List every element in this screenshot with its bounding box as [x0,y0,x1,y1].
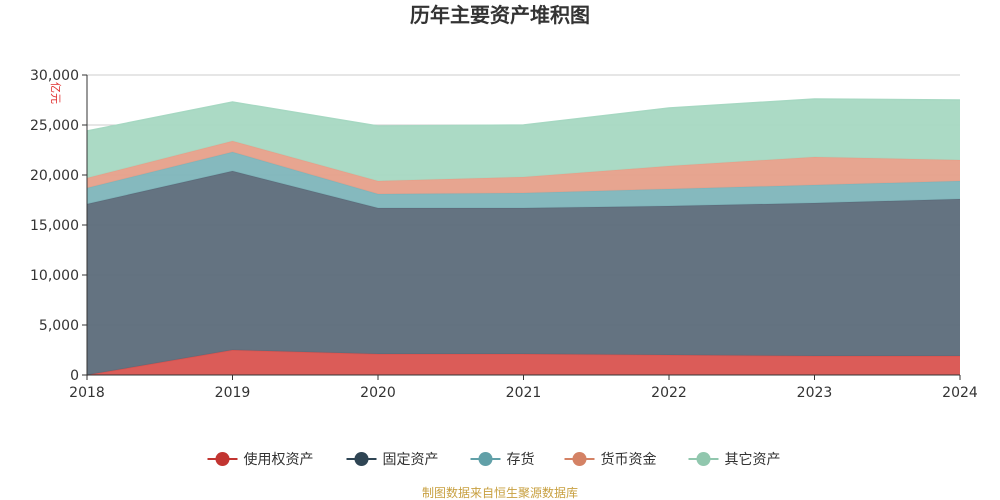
legend-marker-3 [572,452,587,466]
x-tick-label-4: 2022 [651,385,687,401]
x-tick-label-1: 2019 [215,385,251,401]
area-series-line-4 [86,98,961,132]
legend-item-2[interactable]: 存货 [470,451,535,468]
x-tick-label-3: 2021 [506,385,542,401]
axes: 0 5,000 10,000 15,000 20,000 25,000 30,000 2018… [30,68,978,401]
legend-marker-1 [354,452,369,466]
y-tick-label-4: 20,000 [30,168,79,184]
legend-item-1[interactable]: 固定资产 [346,452,439,468]
legend-item-4[interactable]: 其它资产 [688,451,781,468]
chart-title: 历年主要资产堆积图 [410,3,590,27]
legend-label-4: 其它资产 [725,451,781,468]
legend-item-0[interactable]: 使用权资产 [207,451,314,468]
area-series-2 [87,152,960,208]
y-tick-label-1: 5,000 [39,318,79,334]
x-tick-label-2: 2020 [360,385,396,401]
legend[interactable]: 使用权资产 固定资产 存货 货币资金 其它资产 [207,451,781,468]
y-tick-label-3: 15,000 [30,218,79,234]
legend-label-2: 存货 [507,451,535,468]
y-tick-label-0: 0 [70,368,79,384]
y-tick-label-2: 10,000 [30,268,79,284]
area-series-4 [87,99,960,181]
legend-label-3: 货币资金 [601,451,657,468]
legend-marker-0 [215,452,230,466]
legend-label-0: 使用权资产 [244,451,314,468]
legend-marker-2 [478,452,493,466]
y-tick-label-6: 30,000 [30,68,79,84]
x-tick-label-5: 2023 [797,385,833,401]
y-tick-label-5: 25,000 [30,118,79,134]
area-series-1 [87,171,960,375]
x-tick-label-6: 2024 [942,385,978,401]
x-tick-label-0: 2018 [69,385,105,401]
y-axis-unit: 亿元 [49,82,62,104]
legend-marker-4 [696,452,711,466]
legend-item-3[interactable]: 货币资金 [564,451,657,468]
source-note: 制图数据来自恒生聚源数据库 [422,485,578,500]
area-series-group [86,98,961,376]
legend-label-1: 固定资产 [383,452,439,468]
area-series-3 [87,141,960,194]
